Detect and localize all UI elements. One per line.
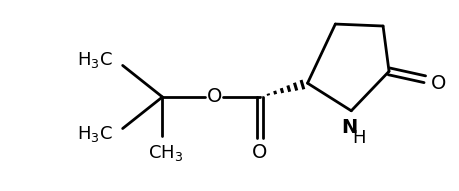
Text: O: O <box>252 143 267 162</box>
Text: N: N <box>341 118 357 137</box>
Text: O: O <box>430 74 445 93</box>
Text: $\mathregular{H_3C}$: $\mathregular{H_3C}$ <box>77 49 112 70</box>
Text: $\mathregular{H_3C}$: $\mathregular{H_3C}$ <box>77 124 112 144</box>
Text: H: H <box>352 129 365 147</box>
Text: $\mathregular{CH_3}$: $\mathregular{CH_3}$ <box>147 143 183 163</box>
Text: O: O <box>206 87 221 106</box>
